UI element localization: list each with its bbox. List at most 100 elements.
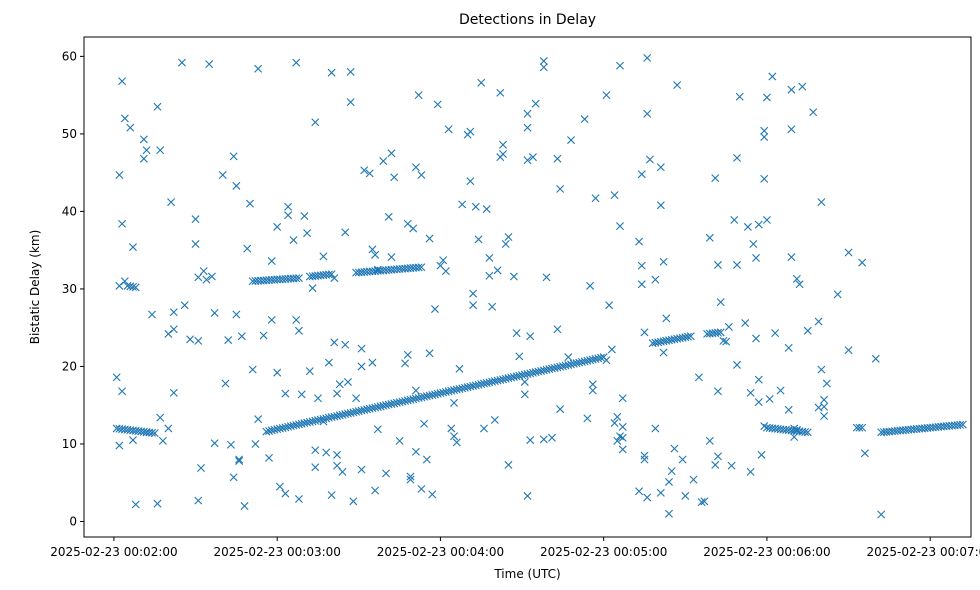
data-point	[719, 336, 728, 345]
data-point	[664, 509, 673, 518]
data-point	[686, 332, 695, 341]
data-point	[259, 331, 268, 340]
data-point	[294, 274, 303, 283]
data-point	[798, 82, 807, 91]
data-point	[697, 498, 706, 507]
data-point	[618, 445, 627, 454]
data-point	[341, 340, 350, 349]
data-point	[877, 510, 886, 519]
data-point	[564, 353, 573, 362]
data-point	[153, 102, 162, 111]
data-point	[294, 495, 303, 504]
data-point	[752, 334, 761, 343]
data-point	[588, 386, 597, 395]
data-point	[482, 205, 491, 214]
data-point	[733, 153, 741, 162]
data-point	[349, 497, 358, 506]
y-tick-label: 10	[62, 437, 77, 451]
data-point	[713, 387, 722, 396]
data-point	[194, 496, 203, 505]
data-point	[420, 419, 429, 428]
data-point	[158, 436, 167, 445]
data-point	[131, 500, 140, 509]
x-tick-label: 2025-02-23 00:06:00	[703, 545, 830, 559]
data-point	[610, 191, 619, 200]
data-point	[860, 449, 869, 458]
data-point	[754, 375, 763, 384]
data-point	[613, 412, 622, 421]
data-point	[471, 202, 480, 211]
data-point	[645, 155, 654, 164]
data-point	[115, 281, 124, 290]
data-point	[656, 201, 665, 210]
data-point	[586, 281, 595, 290]
data-point	[776, 386, 785, 395]
data-point	[322, 448, 331, 457]
data-point	[640, 328, 649, 337]
data-point	[760, 126, 769, 135]
data-point	[768, 72, 777, 81]
data-point	[958, 420, 967, 429]
data-point	[292, 315, 301, 324]
data-point	[452, 438, 461, 447]
data-point	[379, 157, 388, 166]
data-point	[425, 234, 434, 243]
data-point	[659, 348, 668, 357]
data-point	[588, 380, 597, 389]
data-point	[455, 364, 464, 373]
data-point	[191, 239, 200, 248]
data-point	[762, 93, 771, 102]
data-point	[607, 345, 616, 354]
data-point	[493, 266, 502, 275]
data-point	[526, 436, 535, 445]
data-point	[120, 114, 129, 123]
data-point	[243, 244, 252, 253]
x-tick-label: 2025-02-23 00:04:00	[377, 545, 504, 559]
data-point	[447, 424, 456, 433]
data-point	[790, 433, 799, 441]
data-point	[509, 272, 518, 281]
data-point	[235, 457, 244, 466]
data-point	[640, 455, 649, 464]
y-axis: 0 10 20 30 40 50 60	[62, 49, 84, 528]
data-point	[814, 317, 823, 326]
data-point	[346, 67, 355, 76]
data-point	[417, 484, 426, 493]
data-point	[251, 439, 260, 448]
data-point	[207, 272, 216, 281]
data-point	[164, 329, 173, 338]
data-point	[333, 450, 342, 459]
data-point	[205, 60, 214, 69]
data-point	[267, 315, 276, 324]
x-tick-label: 2025-02-23 00:02:00	[50, 545, 177, 559]
data-point	[553, 154, 562, 163]
data-point	[142, 146, 151, 155]
data-point	[754, 220, 763, 229]
data-point	[520, 390, 529, 399]
data-point	[365, 169, 374, 178]
data-point	[218, 170, 227, 179]
data-point	[787, 125, 796, 134]
data-point	[368, 358, 377, 367]
data-point	[496, 88, 505, 97]
data-point	[760, 133, 769, 141]
data-point	[760, 422, 769, 431]
data-point	[591, 194, 600, 203]
data-point	[746, 388, 755, 397]
data-point	[330, 338, 339, 347]
data-point	[341, 228, 350, 237]
data-point	[855, 423, 864, 432]
data-point	[792, 274, 801, 283]
data-point	[128, 243, 137, 252]
data-point	[488, 302, 497, 311]
data-point	[733, 360, 741, 369]
data-point	[833, 290, 842, 299]
data-point	[406, 472, 415, 481]
data-point	[580, 115, 589, 124]
plot-frame	[83, 36, 972, 538]
data-point	[167, 198, 176, 207]
data-point	[403, 219, 412, 228]
data-point	[790, 424, 799, 433]
data-point	[643, 53, 652, 62]
